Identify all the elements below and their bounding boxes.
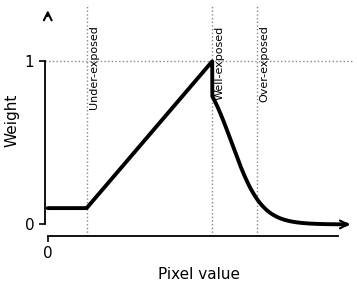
Text: Under-exposed: Under-exposed bbox=[89, 25, 99, 109]
Y-axis label: Weight: Weight bbox=[4, 93, 19, 147]
X-axis label: Pixel value: Pixel value bbox=[158, 267, 240, 282]
Text: Well-exposed: Well-exposed bbox=[215, 25, 225, 100]
Text: Over-exposed: Over-exposed bbox=[260, 25, 270, 102]
